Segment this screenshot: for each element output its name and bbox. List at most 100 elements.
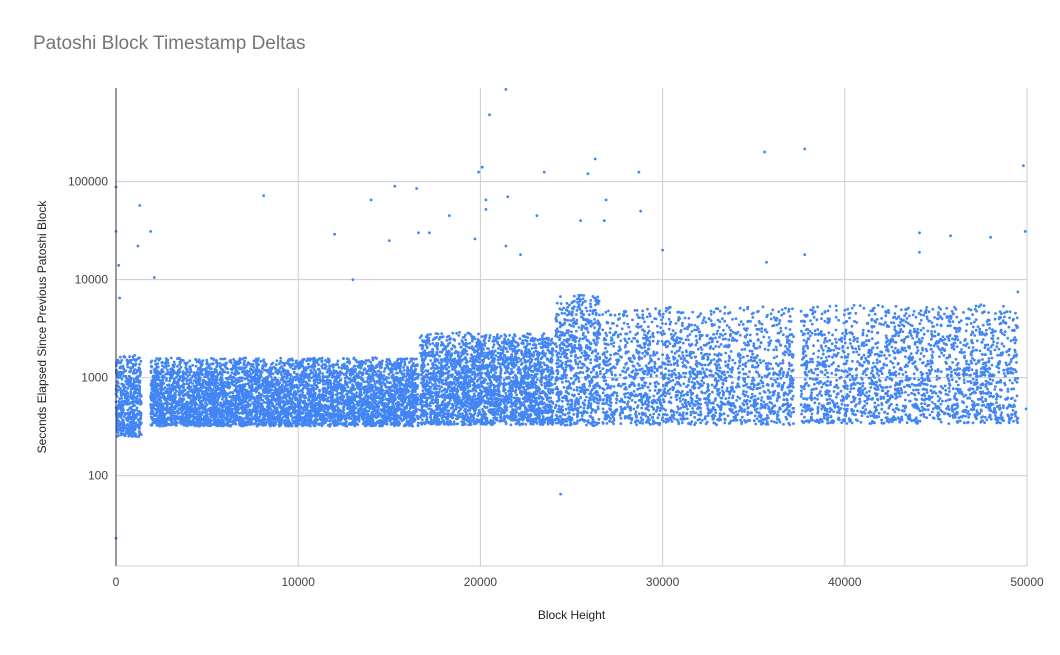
data-point (405, 379, 409, 382)
data-point (341, 390, 344, 394)
data-point (206, 374, 210, 378)
data-point (395, 379, 399, 383)
chart-title: Patoshi Block Timestamp Deltas (33, 33, 306, 54)
data-point (118, 397, 122, 401)
data-point (304, 412, 308, 415)
data-point (120, 426, 124, 429)
data-point (135, 424, 138, 428)
data-point (165, 406, 168, 409)
data-point (191, 382, 194, 385)
data-point (271, 372, 275, 376)
data-point (230, 371, 234, 375)
data-point (305, 406, 309, 410)
data-point (219, 420, 222, 424)
data-point (157, 358, 161, 362)
data-point (130, 366, 134, 369)
data-point (361, 402, 365, 406)
data-point (194, 377, 198, 380)
data-point (385, 360, 388, 364)
data-point (347, 358, 351, 361)
data-point (381, 409, 384, 413)
data-point (180, 407, 183, 410)
data-point (411, 369, 415, 373)
data-point (402, 394, 406, 397)
data-point (337, 366, 341, 369)
data-point (196, 392, 199, 396)
data-point (155, 407, 159, 411)
data-point (242, 411, 246, 415)
data-point (389, 385, 393, 389)
data-point (278, 366, 282, 370)
data-point (403, 360, 406, 363)
data-point (188, 393, 191, 397)
data-point (369, 403, 373, 407)
data-point (292, 370, 296, 374)
data-point (317, 358, 320, 361)
data-point (414, 405, 417, 408)
data-point (352, 415, 356, 418)
data-point (139, 359, 143, 363)
data-point (127, 425, 131, 429)
data-point (301, 424, 304, 428)
data-point (155, 382, 159, 386)
data-point (137, 425, 141, 429)
x-tick-label: 50000 (1010, 575, 1044, 589)
data-point (361, 398, 365, 402)
data-point (244, 404, 247, 407)
data-point (278, 369, 281, 373)
data-point (116, 427, 120, 431)
data-point (170, 394, 173, 398)
data-point (157, 396, 161, 400)
data-point (325, 370, 329, 374)
data-point (215, 360, 218, 364)
data-point (383, 367, 387, 370)
data-point (150, 410, 154, 413)
data-point (382, 374, 386, 377)
data-point (352, 384, 355, 388)
data-point (361, 422, 365, 426)
data-point (278, 362, 281, 366)
data-point (302, 401, 306, 405)
data-point (117, 434, 120, 437)
data-point (270, 416, 274, 419)
data-point (408, 407, 412, 410)
data-point (331, 409, 335, 412)
data-point (218, 362, 222, 365)
data-point (138, 373, 142, 376)
data-point (361, 410, 365, 414)
data-point (187, 370, 191, 374)
data-point (221, 397, 224, 401)
x-tick-label: 30000 (646, 575, 680, 589)
data-point (183, 361, 187, 365)
data-point (130, 408, 134, 411)
data-point (183, 423, 187, 427)
data-point (138, 390, 142, 394)
data-point (340, 394, 343, 398)
data-point (188, 419, 191, 422)
data-point (399, 392, 403, 396)
data-point (161, 377, 165, 381)
data-point (245, 389, 248, 393)
data-point (230, 368, 234, 372)
data-point (198, 408, 201, 411)
data-point (348, 410, 351, 414)
data-point (124, 379, 128, 383)
data-point (252, 407, 256, 411)
data-point (274, 366, 277, 370)
data-point (138, 367, 142, 371)
data-point (290, 424, 294, 428)
data-point (324, 394, 328, 397)
data-point (167, 391, 171, 395)
data-point (134, 388, 138, 392)
data-point (220, 376, 223, 379)
data-point (133, 413, 136, 417)
data-point (247, 361, 251, 365)
data-point (220, 371, 223, 375)
data-point (365, 403, 368, 407)
data-point (399, 397, 402, 401)
data-point (117, 404, 121, 408)
data-point (338, 401, 342, 404)
data-point (193, 371, 197, 375)
data-point (139, 432, 143, 436)
data-point (369, 384, 373, 388)
